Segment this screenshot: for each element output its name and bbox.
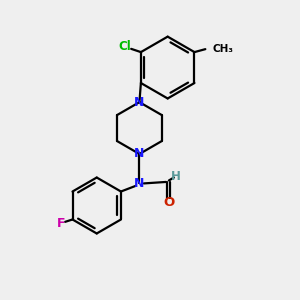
Text: H: H (171, 170, 181, 183)
Text: N: N (134, 148, 145, 160)
Text: O: O (163, 196, 175, 209)
Text: N: N (134, 177, 145, 190)
Text: N: N (134, 96, 145, 109)
Text: F: F (56, 217, 65, 230)
Text: Cl: Cl (118, 40, 131, 53)
Text: CH₃: CH₃ (212, 44, 233, 54)
